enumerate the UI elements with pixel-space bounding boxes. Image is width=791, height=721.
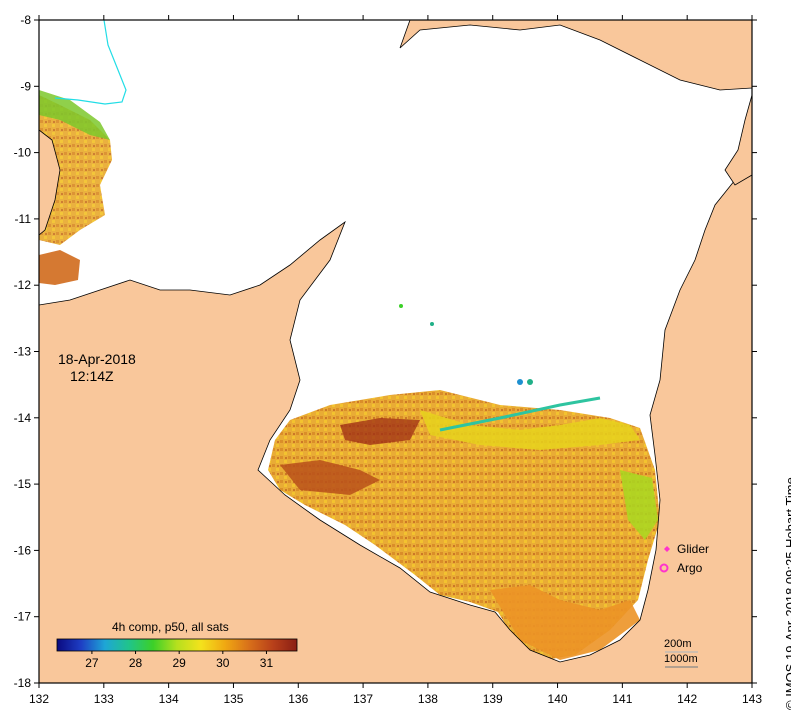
- depth-1000m-label: 1000m: [664, 653, 698, 665]
- lon-tick-label: 136: [288, 692, 308, 706]
- lat-tick-label: -10: [14, 146, 32, 160]
- land-layer: [39, 20, 752, 683]
- lat-tick-label: -12: [14, 278, 32, 292]
- land-northern-territory: [39, 164, 752, 683]
- lat-tick-label: -13: [14, 345, 32, 359]
- lat-tick-label: -16: [14, 543, 32, 557]
- lat-tick-label: -8: [20, 13, 31, 27]
- imos-caption: © IMOS 19-Apr-2018 09:25 Hobart Time: [783, 477, 791, 710]
- lat-tick-label: -14: [14, 411, 32, 425]
- colorbar-tick-label: 31: [260, 656, 274, 670]
- date-text: 18-Apr-2018: [58, 351, 136, 367]
- axis-labels: 132 133 134 135 136 137 138 139 140 141 142 143 -8 -9…: [14, 13, 763, 706]
- colorbar-gradient: [56, 638, 298, 652]
- colorbar-tick-label: 27: [85, 656, 99, 670]
- colorbar-ticks: 27 28 29 30 31: [85, 651, 273, 670]
- sst-patch-south-warm: [490, 585, 640, 660]
- sst-swath-line: [439, 396, 601, 432]
- sst-patch-gulf: [268, 390, 660, 660]
- lon-tick-label: 133: [94, 692, 114, 706]
- sst-speck: [430, 322, 434, 326]
- argo-label: Argo: [677, 561, 703, 575]
- lat-tick-label: -18: [14, 676, 32, 690]
- sst-patch-north-edge: [420, 410, 640, 450]
- sst-patch-east-green: [620, 470, 658, 540]
- colorbar-tick-label: 28: [129, 656, 143, 670]
- lon-tick-label: 142: [677, 692, 697, 706]
- lat-tick-label: -17: [14, 610, 32, 624]
- glider-marker-icon: [664, 546, 670, 552]
- sst-speck: [527, 379, 533, 385]
- marker-legend: [659, 546, 670, 573]
- sst-speck: [399, 304, 403, 308]
- sst-data-layer: [39, 90, 660, 660]
- land-west-upper: [39, 129, 61, 236]
- date-time-label: 18-Apr-2018 12:14Z: [58, 351, 136, 385]
- lon-tick-label: 139: [483, 692, 503, 706]
- colorbar: 27 28 29 30 31: [56, 638, 298, 670]
- time-text: 12:14Z: [70, 368, 114, 384]
- lon-tick-label: 134: [159, 692, 179, 706]
- depth-200m-label: 200m: [664, 638, 692, 650]
- lon-tick-label: 141: [612, 692, 632, 706]
- lat-tick-label: -11: [15, 212, 32, 226]
- colorbar-title: 4h comp, p50, all sats: [112, 620, 229, 634]
- lon-tick-label: 138: [418, 692, 438, 706]
- land-cape-york: [724, 94, 752, 186]
- lat-tick-label: -9: [20, 79, 31, 93]
- sst-patch-hot-north: [340, 418, 420, 445]
- lon-tick-label: 132: [29, 692, 49, 706]
- river-line: [54, 20, 127, 105]
- lon-tick-label: 143: [742, 692, 762, 706]
- lon-tick-label: 140: [548, 692, 568, 706]
- sst-speck: [517, 379, 523, 385]
- colorbar-tick-label: 29: [173, 656, 187, 670]
- argo-marker-icon: [659, 563, 669, 573]
- glider-label: Glider: [677, 542, 710, 556]
- sst-patch-west-south: [39, 250, 80, 285]
- land-papua: [399, 20, 752, 91]
- axis-ticks: [34, 15, 757, 688]
- sst-patch-west-green: [39, 90, 110, 140]
- lon-tick-label: 135: [223, 692, 243, 706]
- colorbar-tick-label: 30: [216, 656, 230, 670]
- sst-patch-hot-west: [280, 460, 380, 495]
- lat-tick-label: -15: [14, 477, 32, 491]
- lon-tick-label: 137: [353, 692, 373, 706]
